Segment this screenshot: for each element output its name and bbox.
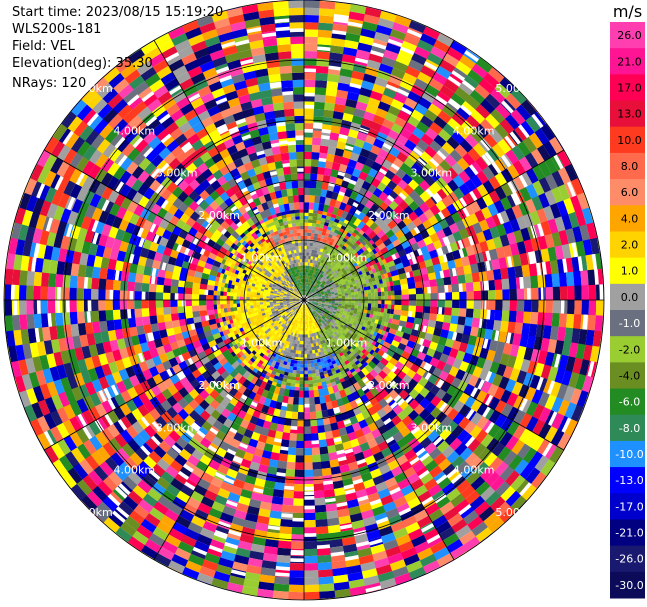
range-rings: 1.00km 2.00km 3.00km 4.00km 5.00km 1.00km 2.00…	[3, 0, 605, 601]
nrays-label: NRays: 120	[12, 76, 87, 91]
range-ring-label: 1.00km	[326, 252, 368, 265]
range-ring-label: 1.00km	[326, 336, 368, 349]
azimuth-line	[43, 149, 305, 301]
range-ring-label: 3.00km	[410, 167, 452, 180]
azimuth-line	[43, 299, 305, 451]
azimuth-line	[303, 39, 455, 301]
noise-gaps	[10, 14, 604, 593]
azimuth-line	[153, 39, 305, 301]
range-ring-label: 2.00km	[198, 379, 240, 392]
range-ring-label: 5.00km	[495, 506, 537, 519]
range-ring-label: 4.00km	[453, 464, 495, 477]
site-label: WLS200s-181	[12, 22, 102, 37]
azimuth-line	[303, 149, 565, 301]
range-ring-label: 4.00km	[453, 124, 495, 137]
field-label: Field: VEL	[12, 39, 75, 54]
range-ring-label: 5.00km	[71, 82, 113, 95]
azimuth-line	[303, 299, 565, 451]
elevation-label: Elevation(deg): 35.30	[12, 56, 153, 71]
azimuth-line	[303, 299, 455, 561]
range-ring-label: 1.00km	[241, 336, 283, 349]
range-ring-label: 2.00km	[368, 379, 410, 392]
range-ring-label: 4.00km	[114, 124, 156, 137]
range-ring-label: 5.00km	[495, 82, 537, 95]
scan-info: Start time: 2023/08/15 15:19:20 WLS200s-…	[12, 4, 223, 92]
range-ring-label: 3.00km	[156, 167, 198, 180]
range-ring-label: 2.00km	[368, 209, 410, 222]
range-ring-label: 4.00km	[114, 464, 156, 477]
azimuth-line	[153, 299, 305, 561]
start-time-label: Start time: 2023/08/15 15:19:20	[12, 5, 224, 20]
range-ring-label: 3.00km	[156, 421, 198, 434]
range-ring-label: 2.00km	[198, 209, 240, 222]
range-ring-label: 1.00km	[241, 252, 283, 265]
range-ring-label: 3.00km	[410, 421, 452, 434]
velocity-range-bins	[3, 0, 605, 601]
range-ring-label: 5.00km	[71, 506, 113, 519]
